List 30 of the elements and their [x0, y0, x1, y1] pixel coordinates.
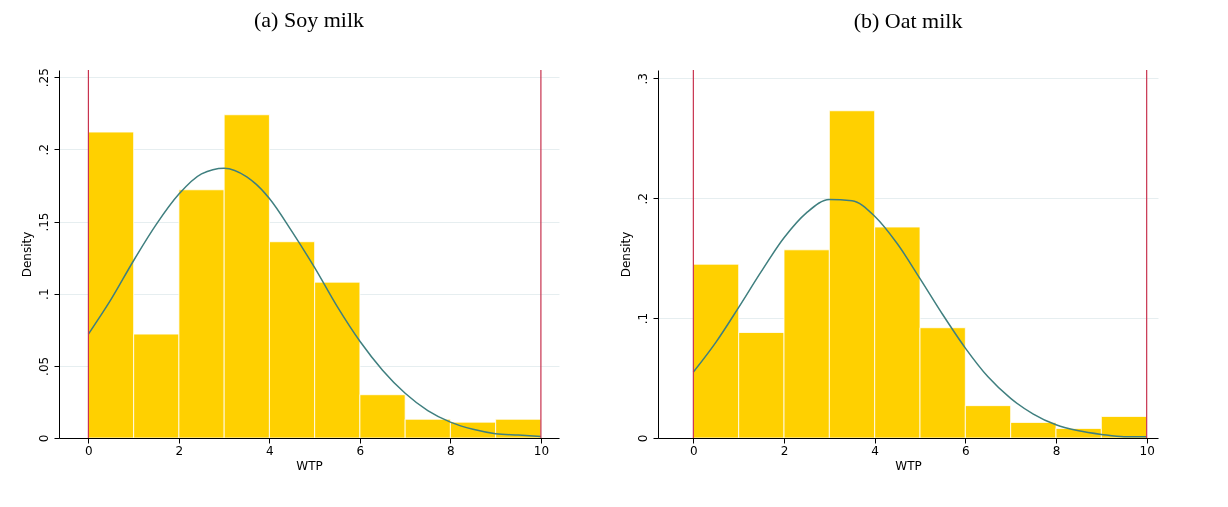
y-tick-label: .15 — [36, 212, 51, 232]
x-tick-label: 4 — [871, 443, 879, 458]
x-tick-label: 2 — [175, 443, 184, 458]
x-axis-title: WTP — [296, 458, 323, 473]
x-tick-label: 6 — [356, 443, 365, 458]
chart-title: (a) Soy milk — [254, 6, 364, 32]
x-axis-title: WTP — [895, 458, 922, 473]
chart-title: (b) Oat milk — [853, 8, 963, 34]
x-tick-label: 0 — [690, 443, 698, 458]
y-tick-label: .2 — [635, 193, 650, 205]
y-tick-label: .1 — [635, 312, 650, 325]
x-tick-label: 10 — [1139, 443, 1155, 458]
x-tick-label: 2 — [780, 443, 789, 458]
x-tick-label: 10 — [533, 443, 550, 458]
y-axis-title: Density — [618, 231, 633, 278]
y-tick-label: .3 — [635, 73, 650, 85]
x-tick-label: 4 — [266, 443, 274, 458]
y-tick-label: .05 — [36, 356, 51, 376]
x-tick-label: 6 — [962, 443, 970, 458]
line-series — [87, 167, 542, 438]
y-tick-label: 0 — [635, 434, 650, 443]
y-tick-label: .25 — [36, 68, 51, 88]
x-tick-label: 8 — [447, 443, 455, 458]
y-axis-title: Density — [19, 231, 34, 278]
y-tick-label: .2 — [36, 144, 51, 156]
line-series — [692, 198, 1148, 438]
y-tick-label: 0 — [36, 434, 51, 443]
y-tick-label: .1 — [36, 288, 51, 300]
x-tick-label: 0 — [85, 443, 93, 458]
x-tick-label: 8 — [1052, 443, 1061, 458]
